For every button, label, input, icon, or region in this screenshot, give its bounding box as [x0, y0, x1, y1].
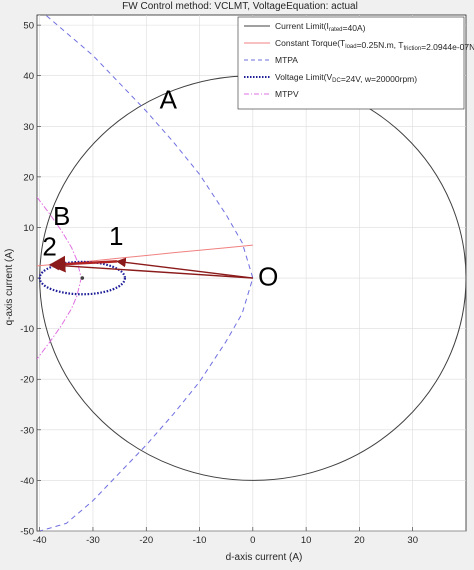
y-tick-label: -30: [20, 425, 34, 436]
y-axis: -50 -40 -30 -20 -10 0 10 20 30 40 50: [20, 21, 41, 538]
arrow-origin-to-2: [49, 260, 253, 279]
x-tick-label: 20: [354, 535, 365, 546]
annotation-2: 2: [42, 231, 56, 261]
x-tick-label: 30: [407, 535, 418, 546]
voltage-center-point: [80, 276, 85, 280]
y-tick-label: -40: [20, 476, 34, 487]
arrow-1-to-2: [48, 255, 118, 273]
y-tick-label: -20: [20, 375, 34, 386]
x-tick-label: -40: [33, 535, 47, 546]
y-tick-label: 30: [23, 122, 34, 133]
arrow-origin-to-1: [115, 257, 253, 279]
legend: Current Limit(Irated=40A) Constant Torque…: [237, 16, 474, 110]
legend-item-torque: Constant Torque(Tload=0.25N.m, Tfriction…: [275, 38, 474, 52]
legend-item-current: Current Limit(Irated=40A): [275, 21, 366, 33]
arrows: [48, 255, 253, 279]
x-tick-label: -20: [139, 535, 153, 546]
voltage-limit-ellipse: [38, 260, 127, 296]
y-tick-label: -50: [20, 527, 34, 538]
annotation-a: A: [160, 85, 178, 115]
x-tick-label: -10: [193, 535, 207, 546]
annotation-o: O: [258, 262, 278, 292]
legend-item-mtpv: MTPV: [275, 89, 299, 99]
annotation-1: 1: [109, 221, 123, 251]
y-tick-label: 40: [23, 71, 34, 82]
y-tick-label: 0: [29, 274, 34, 285]
chart-title: FW Control method: VCLMT, VoltageEquatio…: [122, 1, 358, 12]
legend-item-mtpa: MTPA: [275, 55, 298, 65]
annotations: A B 1 2 O: [42, 85, 278, 292]
x-tick-label: 0: [250, 535, 255, 546]
y-tick-label: 20: [23, 172, 34, 183]
x-tick-label: -30: [86, 535, 100, 546]
y-tick-label: -10: [20, 324, 34, 335]
y-tick-label: 50: [23, 21, 34, 32]
x-tick-label: 10: [301, 535, 312, 546]
x-axis: -40 -30 -20 -10 0 10 20 30: [33, 527, 418, 546]
x-axis-label: d-axis current (A): [226, 552, 303, 563]
legend-box: [237, 16, 465, 110]
y-tick-label: 10: [23, 223, 34, 234]
mtpa-curve: [39, 15, 254, 531]
y-axis-label: q-axis current (A): [4, 249, 15, 326]
legend-item-voltage: Voltage Limit(VDC=24V, w=20000rpm): [275, 72, 417, 84]
annotation-b: B: [53, 201, 70, 231]
